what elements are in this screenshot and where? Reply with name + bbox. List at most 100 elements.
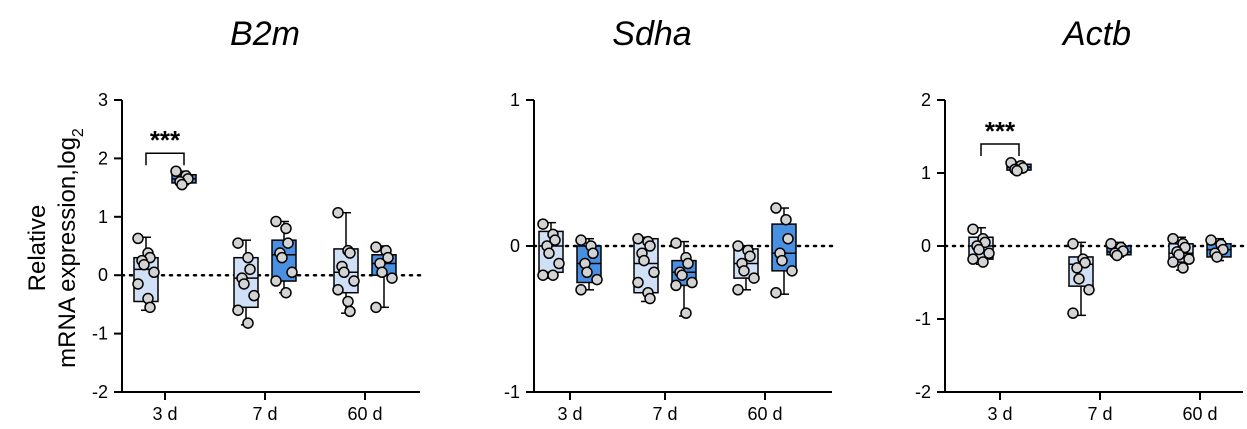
x-tick-label: 7 d bbox=[252, 404, 277, 424]
y-tick-label: 1 bbox=[921, 163, 931, 183]
data-point bbox=[973, 243, 985, 256]
data-point bbox=[738, 265, 750, 277]
box-3d-dark bbox=[575, 234, 603, 296]
data-point bbox=[170, 165, 182, 177]
data-point bbox=[967, 253, 979, 265]
data-point bbox=[1173, 249, 1185, 261]
data-point bbox=[670, 279, 682, 292]
y-tick-label: -2 bbox=[915, 382, 931, 402]
significance-stars: *** bbox=[985, 116, 1016, 146]
data-point bbox=[242, 251, 254, 264]
box-3d-dark bbox=[170, 165, 197, 191]
panel-title: B2m bbox=[230, 15, 300, 53]
y-axis-title-line1: Relative bbox=[24, 205, 51, 292]
panel-title: Sdha bbox=[612, 15, 691, 53]
significance-bracket: *** bbox=[145, 125, 185, 166]
y-tick-label: -1 bbox=[92, 324, 108, 344]
chart-panel-sdha: Sdha -1 0 1 3 d 7 d 60 d bbox=[504, 15, 836, 424]
chart-panel-b2m: B2m -2 -1 0 1 2 3 3 d 7 d 60 d *** bbox=[92, 15, 424, 424]
data-point bbox=[344, 247, 356, 259]
bracket-line bbox=[145, 152, 185, 166]
data-point bbox=[744, 250, 756, 262]
box-7d-dark bbox=[1105, 238, 1132, 262]
y-axis-title-main: mRNA expression,log bbox=[54, 137, 81, 368]
data-point bbox=[1111, 249, 1123, 262]
data-point bbox=[786, 265, 798, 277]
data-point bbox=[776, 254, 788, 267]
data-point bbox=[232, 304, 244, 316]
data-point bbox=[670, 237, 682, 249]
data-point bbox=[1167, 256, 1179, 268]
x-tick-label: 7 d bbox=[1087, 404, 1112, 424]
data-point bbox=[242, 317, 254, 329]
x-tick-label: 3 d bbox=[152, 404, 177, 424]
data-point bbox=[543, 247, 555, 260]
x-tick-label: 60 d bbox=[747, 404, 782, 424]
chart-panel-actb: Actb -2 -1 0 1 2 3 d 7 d 60 d *** bbox=[915, 15, 1247, 424]
data-point bbox=[248, 289, 260, 302]
data-point bbox=[1071, 262, 1083, 274]
data-point bbox=[270, 275, 282, 287]
y-axis-title: Relative mRNA expression,log2 bbox=[24, 128, 87, 368]
x-tick-label: 7 d bbox=[652, 404, 677, 424]
data-point bbox=[344, 305, 356, 318]
box-7d-light bbox=[1067, 238, 1095, 319]
data-point bbox=[282, 237, 294, 249]
box-7d-dark bbox=[670, 237, 698, 319]
data-point bbox=[648, 266, 660, 279]
data-point bbox=[144, 301, 156, 314]
y-tick-label: 1 bbox=[510, 90, 520, 110]
data-point bbox=[632, 276, 644, 289]
data-point bbox=[1011, 165, 1023, 177]
y-tick-label: 2 bbox=[98, 148, 108, 168]
box-60d-dark bbox=[770, 202, 798, 299]
significance-stars: *** bbox=[150, 125, 181, 155]
data-point bbox=[332, 284, 344, 296]
data-point bbox=[547, 269, 559, 281]
box-7d-light bbox=[232, 237, 260, 329]
box-3d-light bbox=[537, 218, 565, 281]
data-point bbox=[581, 266, 593, 279]
data-point bbox=[238, 278, 250, 290]
data-point bbox=[644, 240, 656, 252]
data-point bbox=[770, 202, 782, 214]
data-point bbox=[983, 247, 995, 260]
data-point bbox=[1105, 238, 1117, 250]
data-point bbox=[376, 266, 388, 279]
data-point bbox=[553, 257, 565, 270]
box-3d-light bbox=[967, 223, 995, 268]
y-axis-title-subscript: 2 bbox=[70, 128, 87, 137]
data-point bbox=[348, 275, 360, 287]
y-tick-label: -1 bbox=[915, 309, 931, 329]
data-point bbox=[232, 237, 244, 249]
data-point bbox=[1073, 273, 1085, 285]
y-tick-label: 1 bbox=[98, 207, 108, 227]
data-point bbox=[680, 307, 692, 319]
data-point bbox=[370, 301, 382, 314]
data-point bbox=[587, 247, 599, 260]
data-point bbox=[748, 272, 760, 284]
data-point bbox=[967, 223, 979, 235]
data-point bbox=[644, 292, 656, 305]
data-point bbox=[1205, 234, 1217, 246]
y-tick-label: 0 bbox=[98, 265, 108, 285]
bracket-line bbox=[980, 143, 1020, 157]
data-point bbox=[537, 218, 549, 230]
chart-panels: B2m -2 -1 0 1 2 3 3 d 7 d 60 d *** Sdha -1 0 1 3 d 7 d 60… bbox=[92, 15, 1247, 424]
data-point bbox=[280, 222, 292, 235]
data-point bbox=[1083, 284, 1095, 296]
x-tick-label: 60 d bbox=[347, 404, 382, 424]
data-point bbox=[1079, 257, 1091, 269]
data-point bbox=[286, 266, 298, 279]
box-7d-light bbox=[632, 232, 660, 305]
data-point bbox=[176, 178, 188, 191]
y-axis-title-line2: mRNA expression,log2 bbox=[54, 128, 87, 368]
data-point bbox=[549, 234, 561, 246]
box-60d-dark bbox=[370, 241, 398, 314]
data-point bbox=[537, 269, 549, 281]
data-point bbox=[338, 266, 350, 279]
data-point bbox=[332, 206, 344, 219]
data-point bbox=[342, 295, 354, 308]
data-point bbox=[632, 232, 644, 245]
